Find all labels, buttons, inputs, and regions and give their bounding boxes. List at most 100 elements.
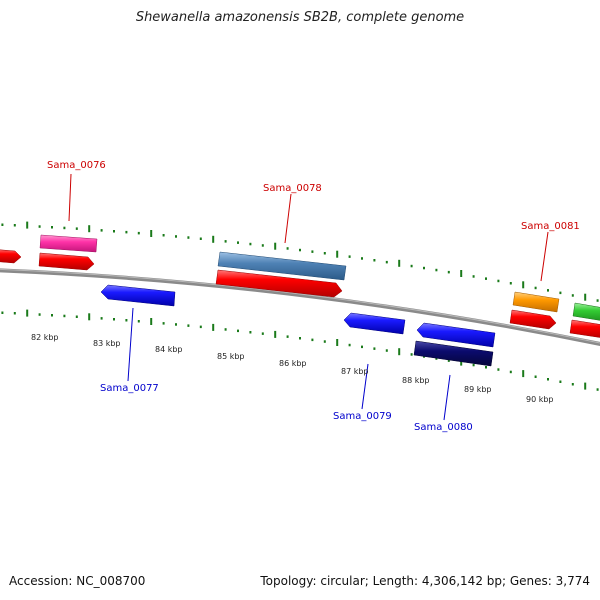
- major-tick: [88, 225, 91, 233]
- map-title: Shewanella amazonensis SB2B, complete ge…: [135, 10, 465, 25]
- scale-label: 82 kbp: [31, 333, 59, 342]
- accession-text: Accession: NC_008700: [9, 574, 146, 588]
- major-tick: [336, 250, 339, 258]
- major-tick: [522, 370, 525, 378]
- minor-tick: [13, 224, 16, 227]
- gene-label-sama-0076[interactable]: Sama_0076: [47, 160, 106, 171]
- gene-label-sama-0081[interactable]: Sama_0081: [521, 221, 580, 232]
- minor-tick: [224, 240, 227, 243]
- major-tick: [398, 348, 401, 356]
- minor-tick: [472, 275, 475, 278]
- minor-tick: [447, 359, 450, 362]
- minor-tick: [348, 343, 351, 347]
- scale-labels: 82 kbp 83 kbp 84 kbp 85 kbp 86 kbp 87 kb…: [31, 333, 554, 404]
- minor-tick: [385, 349, 388, 352]
- gene-label-sama-0077[interactable]: Sama_0077: [100, 383, 159, 394]
- gene-label-sama-0079[interactable]: Sama_0079: [333, 411, 392, 422]
- leader-sama-0081: [540, 231, 549, 282]
- major-tick: [274, 242, 277, 250]
- genome-backbone: [0, 268, 600, 347]
- major-tick: [26, 309, 29, 317]
- forward-strand-genes: [0, 234, 600, 339]
- minor-tick: [175, 323, 177, 326]
- minor-tick: [113, 318, 115, 321]
- major-tick: [460, 270, 463, 277]
- scale-label: 88 kbp: [402, 376, 430, 385]
- leader-sama-0080: [443, 374, 451, 421]
- minor-tick: [38, 225, 41, 228]
- rrna-gene-feature[interactable]: [39, 234, 98, 253]
- minor-tick: [348, 255, 351, 258]
- minor-tick: [224, 328, 227, 331]
- cds-reverse-sama-0080-upper[interactable]: [416, 322, 496, 348]
- minor-tick: [373, 259, 376, 262]
- minor-tick: [299, 248, 301, 252]
- major-tick: [584, 382, 587, 390]
- minor-tick: [299, 337, 301, 340]
- minor-tick: [63, 226, 66, 230]
- gene-feature-sama-0078-upper[interactable]: [217, 251, 347, 281]
- gene-feature-sama-0080-lower[interactable]: [413, 340, 494, 367]
- minor-tick: [286, 247, 289, 250]
- scale-label: 84 kbp: [155, 345, 183, 354]
- major-tick: [398, 259, 401, 267]
- minor-tick: [559, 291, 562, 295]
- gene-feature-green[interactable]: [572, 302, 600, 322]
- scale-label: 85 kbp: [217, 352, 245, 361]
- leader-sama-0076: [68, 173, 72, 222]
- gene-label-sama-0080[interactable]: Sama_0080: [414, 422, 473, 433]
- minor-tick: [63, 314, 66, 318]
- minor-tick: [559, 380, 562, 383]
- minor-tick: [361, 257, 363, 260]
- minor-tick: [323, 252, 326, 255]
- scale-label: 89 kbp: [464, 385, 492, 394]
- minor-tick: [385, 260, 388, 264]
- cds-reverse-sama-0079[interactable]: [343, 312, 406, 335]
- cds-forward-sama-0081[interactable]: [509, 309, 557, 330]
- gene-feature-sama-0081-upper[interactable]: [512, 291, 560, 313]
- leader-sama-0077: [127, 307, 134, 382]
- minor-tick: [311, 250, 314, 253]
- minor-tick: [100, 229, 103, 232]
- minor-tick: [497, 368, 500, 371]
- minor-tick: [261, 244, 264, 247]
- minor-tick: [571, 294, 574, 297]
- minor-tick: [547, 289, 549, 292]
- minor-tick: [51, 226, 53, 229]
- cds-forward-sama-0078[interactable]: [215, 269, 343, 298]
- minor-tick: [1, 223, 4, 226]
- scale-label: 90 kbp: [526, 395, 554, 404]
- minor-tick: [51, 314, 53, 317]
- minor-tick: [199, 237, 202, 240]
- reverse-strand-genes: [100, 284, 496, 367]
- cds-forward[interactable]: [0, 249, 22, 264]
- major-tick: [274, 330, 277, 338]
- topology-text: Topology: circular; Length: 4,306,142 bp…: [260, 574, 590, 588]
- minor-tick: [534, 375, 537, 378]
- minor-tick: [596, 388, 599, 391]
- scale-label: 83 kbp: [93, 339, 121, 348]
- minor-tick: [361, 345, 363, 349]
- minor-tick: [497, 279, 500, 283]
- minor-tick: [509, 282, 512, 285]
- leader-sama-0079: [361, 363, 369, 410]
- major-tick: [584, 293, 587, 301]
- minor-tick: [75, 315, 78, 318]
- scale-label: 86 kbp: [279, 359, 307, 368]
- major-tick: [26, 221, 29, 229]
- minor-tick: [125, 319, 128, 322]
- minor-tick: [435, 357, 438, 360]
- gene-label-sama-0078[interactable]: Sama_0078: [263, 183, 322, 194]
- cds-forward[interactable]: [38, 252, 95, 271]
- cds-forward[interactable]: [569, 319, 600, 339]
- minor-tick: [547, 378, 549, 381]
- minor-tick: [472, 363, 475, 367]
- minor-tick: [534, 286, 537, 290]
- cds-reverse-sama-0077[interactable]: [100, 284, 176, 307]
- minor-tick: [249, 242, 252, 246]
- major-tick: [336, 339, 339, 346]
- leader-lines: [68, 173, 549, 421]
- minor-tick: [162, 234, 165, 237]
- minor-tick: [485, 277, 487, 280]
